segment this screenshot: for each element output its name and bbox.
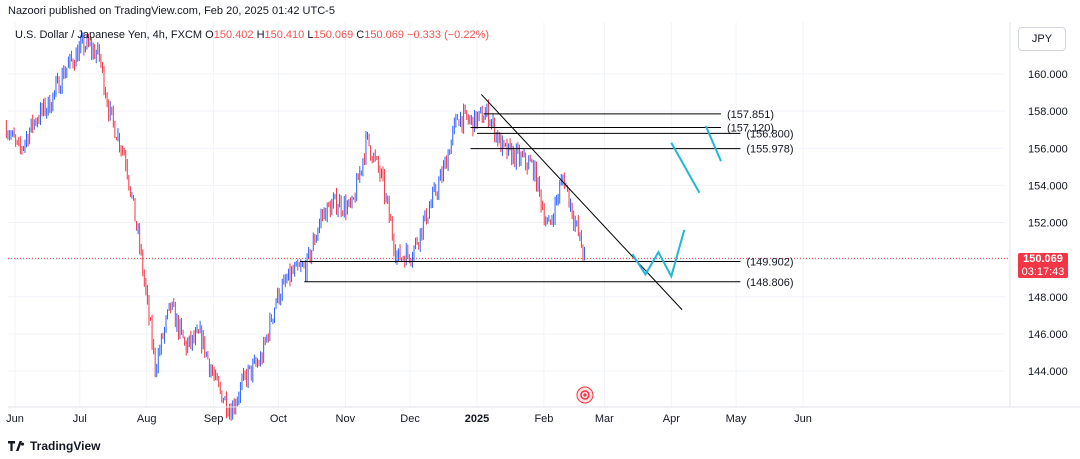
x-tick-label: 2025 xyxy=(465,413,489,425)
horizontal-levels[interactable]: (157.851)(157.120)(156.800) (155.978) (149… xyxy=(8,109,1010,289)
brand-label: TradingView xyxy=(30,439,101,453)
symbol-name: U.S. Dollar / Japanese Yen, 4h, FXCM xyxy=(15,29,203,41)
level-label: (157.851) xyxy=(727,109,774,121)
level-label: (155.978) xyxy=(746,144,793,156)
event-marker-dot xyxy=(583,393,587,397)
last-price-tag: 150.069 xyxy=(1018,253,1068,266)
y-tick-label: 156.000 xyxy=(1028,143,1068,155)
candles xyxy=(5,32,586,421)
x-tick-label: Feb xyxy=(534,413,553,425)
x-tick-label: Dec xyxy=(400,413,420,425)
level-label: (157.120) xyxy=(727,122,774,134)
change-value: −0.333 (−0.22%) xyxy=(407,29,490,41)
x-tick-label: Sep xyxy=(204,413,224,425)
low-label: L xyxy=(307,29,314,41)
y-tick-label: 154.000 xyxy=(1028,180,1068,192)
symbol-info: U.S. Dollar / Japanese Yen, 4h, FXCM O15… xyxy=(15,29,489,41)
x-tick-label: Jul xyxy=(73,413,87,425)
publisher-line: Nazoori published on TradingView.com, Fe… xyxy=(8,5,335,17)
x-tick-label: Aug xyxy=(137,413,157,425)
tradingview-logo-icon xyxy=(8,438,26,454)
level-label: (156.800) xyxy=(746,128,793,140)
open-value: 150.402 xyxy=(213,29,254,41)
price-chart[interactable]: (157.851)(157.120)(156.800) (155.978) (149… xyxy=(0,22,1080,459)
low-value: 150.069 xyxy=(313,29,354,41)
projection-path[interactable] xyxy=(670,142,701,194)
close-label: C xyxy=(356,29,365,41)
open-label: O xyxy=(205,29,214,41)
x-tick-label: May xyxy=(726,413,747,425)
x-tick-label: Jun xyxy=(794,413,812,425)
grid xyxy=(8,22,1005,407)
countdown-tag: 03:17:43 xyxy=(1018,266,1068,278)
currency-button[interactable]: JPY xyxy=(1018,27,1066,51)
chart-area[interactable]: (157.851) (157.120) (156.800) (155.978) (149… xyxy=(0,22,1080,459)
tradingview-brand[interactable]: TradingView xyxy=(8,438,100,454)
high-value: 150.410 xyxy=(264,29,305,41)
y-tick-label: 146.000 xyxy=(1028,329,1068,341)
y-tick-label: 160.000 xyxy=(1028,69,1068,81)
event-marker-inner xyxy=(580,390,590,400)
projection-path[interactable] xyxy=(704,125,722,162)
y-tick-label: 158.000 xyxy=(1028,106,1068,118)
x-tick-label: Jun xyxy=(6,413,24,425)
axes: 160.000 158.000 156.000 154.000 152.000 150.0… xyxy=(6,22,1080,425)
drawings[interactable] xyxy=(480,94,722,404)
x-tick-label: Mar xyxy=(595,413,614,425)
y-tick-label: 152.000 xyxy=(1028,218,1068,230)
x-tick-label: Oct xyxy=(270,413,287,425)
trendline[interactable] xyxy=(480,94,683,311)
y-tick-label: 148.000 xyxy=(1028,292,1068,304)
x-tick-label: Nov xyxy=(336,413,356,425)
x-tick-label: Apr xyxy=(663,413,680,425)
high-label: H xyxy=(256,29,265,41)
level-label: (149.902) xyxy=(746,256,793,268)
level-label: (148.806) xyxy=(746,277,793,289)
close-value: 150.069 xyxy=(364,29,405,41)
projection-path[interactable] xyxy=(631,229,686,279)
y-tick-label: 144.000 xyxy=(1028,366,1068,378)
